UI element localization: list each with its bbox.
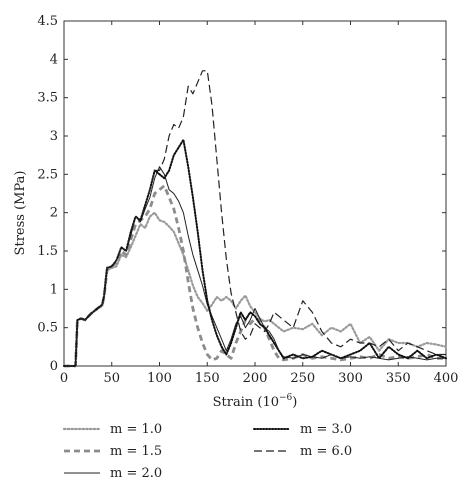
legend-label: m = 1.0	[110, 422, 162, 437]
x-axis-label-exponent: −6	[279, 393, 293, 403]
y-tick-label: 1	[50, 282, 58, 297]
series-layer	[62, 70, 448, 368]
y-tick-label: 3.5	[37, 91, 58, 106]
legend-item: m = 1.5	[64, 444, 162, 459]
x-tick-label: 200	[243, 371, 268, 386]
series-line-0	[62, 211, 448, 368]
axis-ticks: 0 50 100 150 200 250 300 350 400 0 0.5 1 1.5 2 2.5 3 3.5…	[37, 14, 458, 386]
x-axis-label: Strain (10−6)	[213, 393, 298, 410]
x-axis-label-text: Strain (10	[213, 395, 279, 410]
y-tick-label: 4.5	[37, 14, 58, 29]
y-tick-label: 0.5	[37, 321, 58, 336]
legend-label: m = 1.5	[110, 444, 162, 459]
series-line-4	[64, 70, 446, 367]
legend-label: m = 6.0	[300, 444, 352, 459]
x-tick-label: 50	[103, 371, 120, 386]
series-line-3	[63, 138, 447, 367]
x-tick-label: 350	[386, 371, 411, 386]
legend: m = 1.0 m = 3.0 m = 1.5 m = 6.0 m = 2.0	[62, 422, 352, 481]
y-tick-label: 2	[50, 206, 58, 221]
x-tick-label: 300	[338, 371, 363, 386]
legend-label: m = 3.0	[300, 422, 352, 437]
legend-item: m = 1.0	[62, 422, 162, 437]
x-tick-label: 250	[290, 371, 315, 386]
legend-item: m = 6.0	[254, 444, 352, 459]
x-tick-label: 150	[195, 371, 220, 386]
y-tick-label: 1.5	[37, 244, 58, 259]
series-line-1	[64, 184, 446, 368]
y-tick-label: 4	[50, 52, 58, 67]
y-tick-label: 3	[50, 129, 58, 144]
y-tick-label: 2.5	[37, 167, 58, 182]
legend-item: m = 2.0	[64, 466, 162, 481]
x-tick-label: 400	[434, 371, 459, 386]
x-tick-label: 0	[60, 371, 68, 386]
plot-frame	[63, 20, 447, 367]
x-axis-label-close: )	[292, 395, 297, 410]
x-tick-label: 100	[147, 371, 172, 386]
plot-area-border	[63, 20, 447, 367]
legend-label: m = 2.0	[110, 466, 162, 481]
y-tick-label: 0	[50, 359, 58, 374]
series-line-2	[64, 166, 446, 367]
y-axis-label: Stress (MPa)	[13, 171, 28, 256]
legend-item: m = 3.0	[253, 422, 352, 437]
